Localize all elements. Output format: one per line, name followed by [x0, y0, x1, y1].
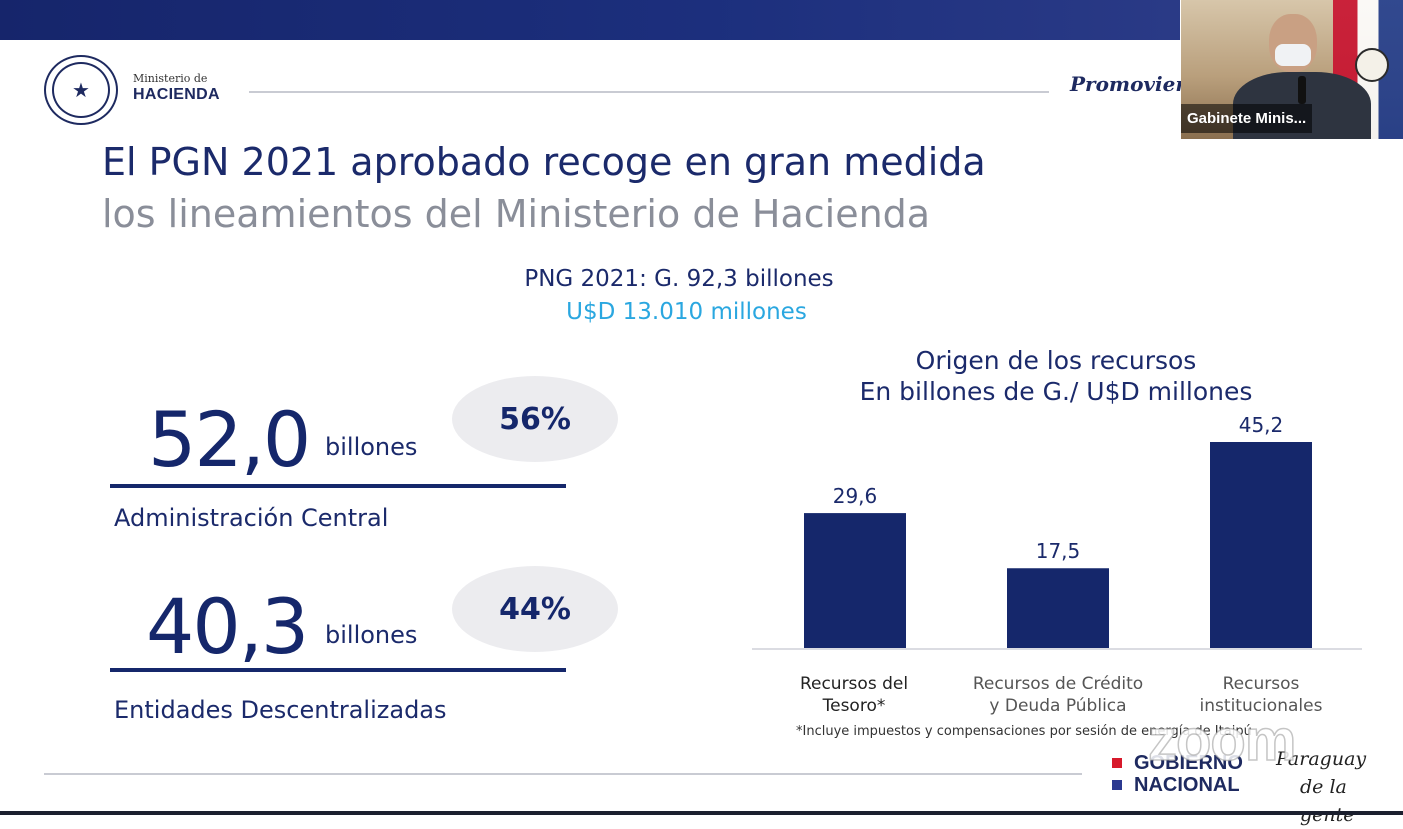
stat-percent-badge: 44% — [452, 566, 618, 652]
microphone-icon — [1298, 76, 1306, 104]
participant-video-tile[interactable]: Gabinete Minis... — [1181, 0, 1403, 139]
stat-divider — [110, 668, 566, 672]
stat-label: Administración Central — [114, 504, 389, 532]
ministry-name: HACIENDA — [133, 86, 220, 103]
gobierno-text: GOBIERNO — [1134, 752, 1243, 774]
gobierno-nacional-logo: GOBIERNO NACIONAL — [1112, 752, 1243, 796]
chart-value-label: 17,5 — [1036, 539, 1081, 563]
slide-title-line-2: los lineamientos del Ministerio de Hacie… — [102, 192, 931, 236]
chart-bar — [1007, 568, 1109, 648]
stat-label: Entidades Descentralizadas — [114, 696, 447, 724]
chart-bar — [804, 513, 906, 648]
screen-bottom-edge — [0, 811, 1403, 815]
ministry-small-label: Ministerio de — [133, 72, 208, 85]
flag-seal-icon — [1355, 48, 1389, 82]
chart-category-label: Tesoro* — [822, 696, 886, 716]
footer-divider — [44, 773, 1082, 775]
slide-top-bar — [0, 0, 1180, 40]
chart-bar — [1210, 442, 1312, 648]
header-divider — [249, 91, 1049, 93]
paraguay-text: Paraguay — [1276, 748, 1367, 770]
chart-title: Origen de los recursos — [915, 346, 1197, 375]
chart-subtitle: En billones de G./ U$D millones — [859, 377, 1253, 406]
budget-total-dollars: U$D 13.010 millones — [566, 299, 807, 325]
chart-category-label: Recursos — [1223, 674, 1300, 694]
red-square-icon — [1112, 758, 1122, 768]
budget-total-guaranies: PNG 2021: G. 92,3 billones — [524, 266, 834, 292]
republic-seal-icon: ★ — [44, 55, 118, 125]
chart-value-label: 45,2 — [1239, 413, 1284, 437]
zoom-watermark: zoom — [1147, 707, 1297, 774]
stat-unit: billones — [325, 433, 418, 461]
face-mask — [1275, 44, 1311, 66]
chart-category-label: institucionales — [1200, 696, 1323, 716]
stat-value: 52,0 — [148, 395, 311, 484]
stat-divider — [110, 484, 566, 488]
slide-title-line-1: El PGN 2021 aprobado recoge en gran medi… — [102, 140, 986, 184]
chart-footnote: *Incluye impuestos y compensaciones por … — [796, 724, 1252, 739]
chart-category-label: Recursos del — [800, 674, 908, 694]
chart-value-label: 29,6 — [833, 484, 878, 508]
stat-unit: billones — [325, 621, 418, 649]
nacional-text: NACIONAL — [1134, 774, 1240, 796]
chart-category-label: Recursos de Crédito — [973, 674, 1143, 694]
de-la-gente-text: de la gente — [1300, 776, 1355, 826]
stat-percent-badge: 56% — [452, 376, 618, 462]
chart-category-label: y Deuda Pública — [989, 696, 1126, 716]
blue-square-icon — [1112, 780, 1122, 790]
stat-value: 40,3 — [146, 582, 309, 671]
participant-name-label: Gabinete Minis... — [1181, 104, 1313, 133]
